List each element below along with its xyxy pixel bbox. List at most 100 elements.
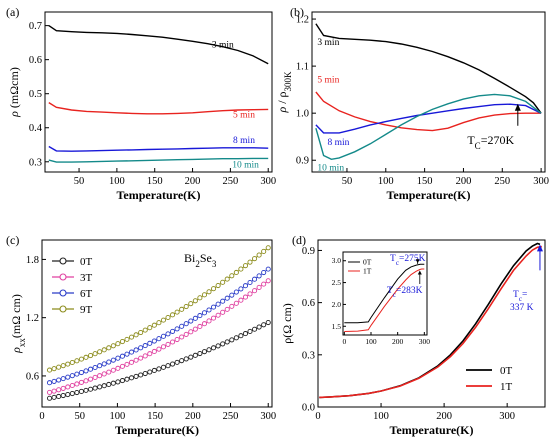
data-point xyxy=(197,313,203,319)
data-point xyxy=(46,380,53,386)
data-point xyxy=(92,351,98,357)
series-line xyxy=(315,103,542,134)
data-point xyxy=(156,346,162,352)
data-point xyxy=(160,317,166,323)
data-point xyxy=(261,281,267,287)
data-point xyxy=(65,361,71,367)
data-point xyxy=(142,327,148,333)
data-point xyxy=(92,385,98,391)
data-point xyxy=(256,324,262,330)
series-line xyxy=(319,245,542,399)
data-point xyxy=(46,395,53,401)
data-point xyxy=(265,245,271,251)
y-tick-label: 1.0 xyxy=(296,109,309,120)
y-tick-label: 1.1 xyxy=(296,62,309,73)
data-point xyxy=(128,375,135,381)
y-tick-label: 1.2 xyxy=(296,15,309,26)
data-point xyxy=(133,373,139,379)
panel-label: (a) xyxy=(6,5,19,19)
data-point xyxy=(170,328,176,334)
subscript-text: c xyxy=(393,291,396,299)
data-point xyxy=(60,363,66,369)
series-label: 5 min xyxy=(233,111,255,121)
legend-marker xyxy=(59,273,67,281)
data-point xyxy=(74,358,80,364)
data-point xyxy=(242,283,248,289)
data-point xyxy=(188,329,194,335)
data-point xyxy=(87,366,94,372)
data-point xyxy=(256,273,262,279)
legend-label: 3T xyxy=(80,272,93,284)
data-point xyxy=(119,378,125,384)
series-label: 10 min xyxy=(317,164,344,174)
series-label: 10 min xyxy=(232,161,259,171)
legend-label: 9T xyxy=(80,304,93,316)
data-point xyxy=(242,294,248,300)
data-point xyxy=(142,353,148,359)
data-point xyxy=(147,369,153,375)
data-point xyxy=(179,358,185,364)
inset-x-tick-label: 200 xyxy=(392,337,404,346)
data-point xyxy=(46,367,53,373)
data-point xyxy=(87,353,94,359)
arrow-head xyxy=(417,270,422,275)
legend-label: 1T xyxy=(500,381,513,393)
data-point xyxy=(261,269,267,276)
data-point xyxy=(201,292,207,298)
x-tick-label: 150 xyxy=(147,411,163,422)
y-axis-label: ρxx(mΩ cm) xyxy=(9,294,27,354)
subscript-text: xx xyxy=(17,338,27,348)
inset-legend-label: 1T xyxy=(363,267,372,276)
data-point xyxy=(233,300,239,306)
data-point xyxy=(110,357,116,363)
data-point xyxy=(233,289,239,295)
data-point xyxy=(183,321,189,327)
series-line xyxy=(315,23,542,114)
x-tick-label: 250 xyxy=(223,411,239,422)
data-point xyxy=(192,315,198,321)
data-point xyxy=(265,266,271,272)
y-tick-label: 0.9 xyxy=(302,246,315,257)
y-tick-label: 0.3 xyxy=(29,157,42,168)
data-point xyxy=(192,352,198,358)
y-axis-label: ρ (mΩcm) xyxy=(7,67,21,118)
data-point xyxy=(265,319,271,326)
data-point xyxy=(179,306,185,312)
series-line xyxy=(315,91,542,132)
data-point xyxy=(60,376,66,382)
data-point xyxy=(142,370,148,377)
data-point xyxy=(229,337,235,343)
data-point xyxy=(92,374,98,381)
data-point xyxy=(197,350,203,357)
subscript-text: C xyxy=(475,141,481,151)
y-tick-label: 0.6 xyxy=(29,55,42,66)
x-tick-label: 150 xyxy=(147,176,163,187)
x-tick-label: 50 xyxy=(342,176,353,187)
series-label: 3 min xyxy=(212,41,234,51)
data-point xyxy=(51,394,57,400)
panel-d: 0 100 200 300 0.0 0.3 0.6 0.9 Temperature(K) (d) ρ… xyxy=(280,233,546,437)
data-point xyxy=(97,373,103,379)
data-point xyxy=(142,343,148,349)
data-point xyxy=(69,391,75,397)
x-tick-label: 200 xyxy=(456,176,472,187)
subscript-text: 300K xyxy=(283,71,293,92)
data-point xyxy=(224,295,230,301)
inset-series-line xyxy=(344,263,425,324)
data-point xyxy=(165,314,171,321)
data-point xyxy=(179,334,185,340)
data-point xyxy=(174,336,180,343)
data-point xyxy=(74,381,80,387)
series-label: 3 min xyxy=(317,38,339,48)
data-point xyxy=(197,323,203,330)
data-point xyxy=(46,389,53,395)
data-point xyxy=(78,379,84,385)
y-tick-label: 0.4 xyxy=(29,123,43,134)
x-tick-label: 0 xyxy=(39,411,44,422)
label-text: Se xyxy=(200,251,212,265)
data-point xyxy=(252,276,258,282)
data-point xyxy=(211,345,217,351)
x-tick-label: 100 xyxy=(110,411,126,422)
data-point xyxy=(128,349,135,355)
